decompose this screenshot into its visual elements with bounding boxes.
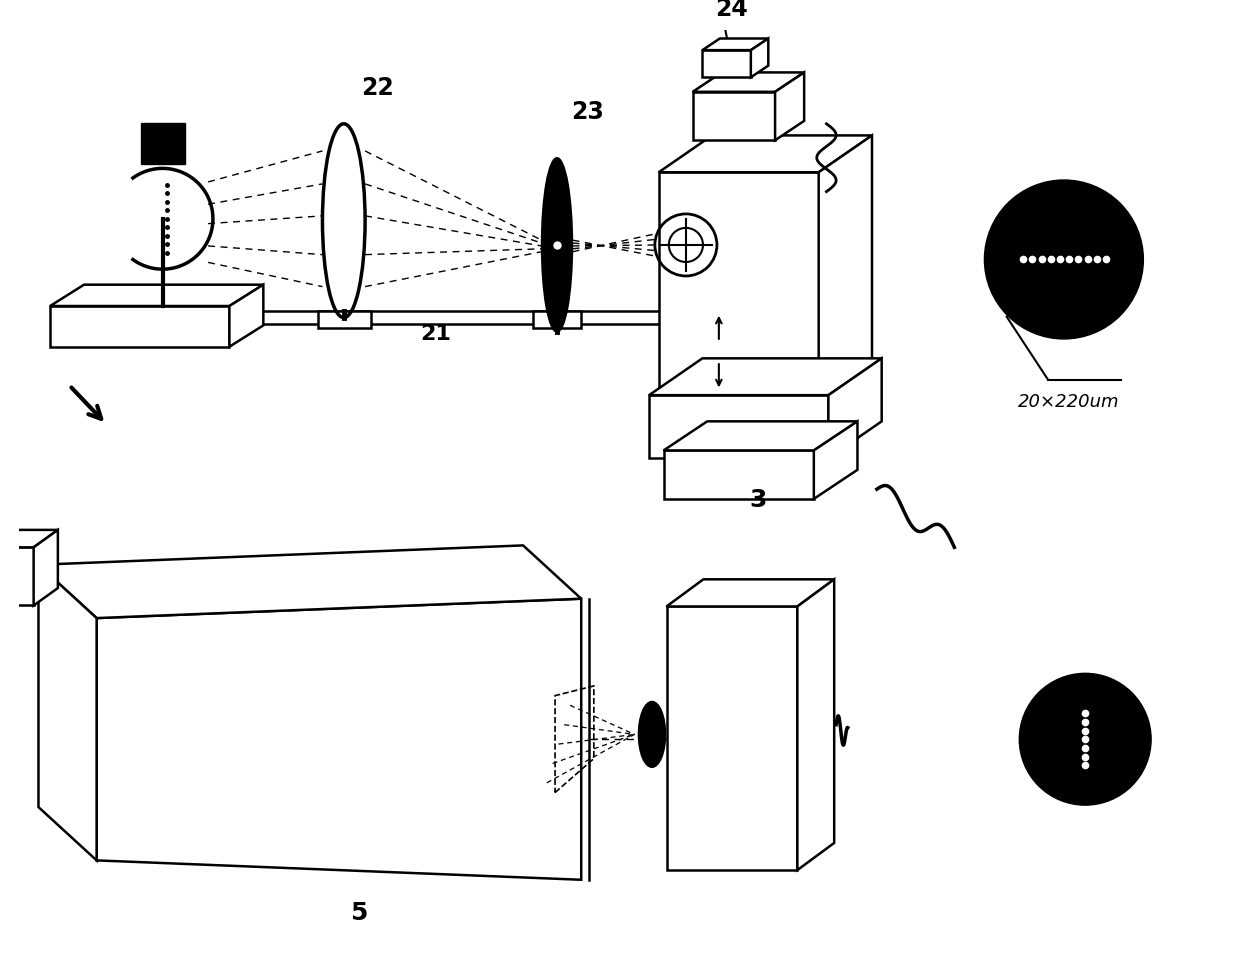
Polygon shape [667,606,797,870]
Polygon shape [649,359,882,396]
Polygon shape [38,565,97,861]
Polygon shape [818,135,872,396]
Text: 23: 23 [572,100,604,124]
Polygon shape [97,599,582,880]
Polygon shape [0,530,58,547]
Polygon shape [702,39,769,50]
Polygon shape [663,451,813,499]
Text: 3: 3 [749,487,766,512]
Polygon shape [693,73,805,92]
Polygon shape [702,50,751,77]
Polygon shape [50,306,229,347]
Polygon shape [38,545,582,618]
Polygon shape [0,547,33,605]
Ellipse shape [542,158,573,333]
Text: 24: 24 [715,0,748,21]
Polygon shape [50,284,263,306]
Polygon shape [828,359,882,458]
Polygon shape [797,579,835,870]
Polygon shape [813,422,857,499]
Polygon shape [775,73,805,140]
Circle shape [1019,673,1151,806]
Polygon shape [658,135,872,172]
Text: 22: 22 [361,75,394,100]
Text: 5: 5 [350,901,367,925]
Text: 20×220um: 20×220um [1018,393,1120,411]
Bar [317,310,371,328]
Polygon shape [693,92,775,140]
Polygon shape [667,579,835,606]
Polygon shape [229,284,263,347]
Polygon shape [751,39,769,77]
Polygon shape [33,530,58,605]
Polygon shape [658,172,818,396]
Circle shape [985,180,1143,339]
Text: 21: 21 [420,324,451,344]
Polygon shape [649,396,828,458]
Polygon shape [663,422,857,451]
Bar [141,123,185,163]
Bar [533,310,582,328]
Ellipse shape [639,701,666,768]
